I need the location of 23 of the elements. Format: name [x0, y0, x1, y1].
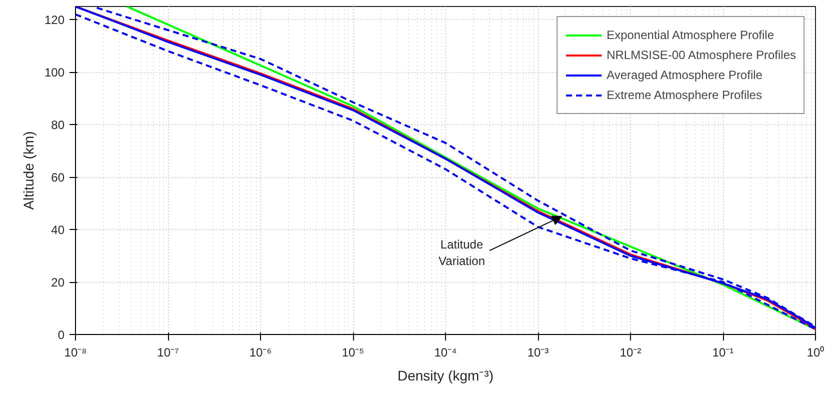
- y-tick-label: 20: [51, 276, 65, 290]
- y-tick-label: 40: [51, 223, 65, 238]
- legend-label: Extreme Atmosphere Profiles: [606, 88, 762, 102]
- x-tick-label: 10⁰: [806, 346, 824, 360]
- y-tick-label: 120: [44, 13, 65, 28]
- x-tick-label: 10⁻⁷: [157, 346, 179, 360]
- y-tick-label: 60: [51, 170, 65, 185]
- x-tick-label: 10⁻⁴: [434, 346, 457, 360]
- legend-label: NRLMSISE-00 Atmosphere Profiles: [606, 48, 796, 62]
- y-tick-label: 100: [44, 66, 65, 80]
- legend-label: Exponential Atmosphere Profile: [606, 28, 774, 42]
- y-tick-label: 0: [58, 328, 65, 342]
- annotation: Latitude Variation: [438, 237, 486, 268]
- x-axis-title: Density (kgm⁻³): [397, 368, 494, 384]
- y-axis-title: Altitude (km): [20, 131, 36, 210]
- x-tick-label: 10⁻¹: [712, 346, 734, 360]
- x-tick-label: 10⁻²: [620, 346, 642, 360]
- x-tick-label: 10⁻⁶: [249, 346, 272, 360]
- y-tick-label: 80: [51, 118, 65, 132]
- legend-label: Averaged Atmosphere Profile: [606, 68, 762, 82]
- x-tick-label: 10⁻⁵: [342, 346, 364, 360]
- x-tick-label: 10⁻⁸: [64, 346, 87, 360]
- x-tick-label: 10⁻³: [527, 346, 549, 360]
